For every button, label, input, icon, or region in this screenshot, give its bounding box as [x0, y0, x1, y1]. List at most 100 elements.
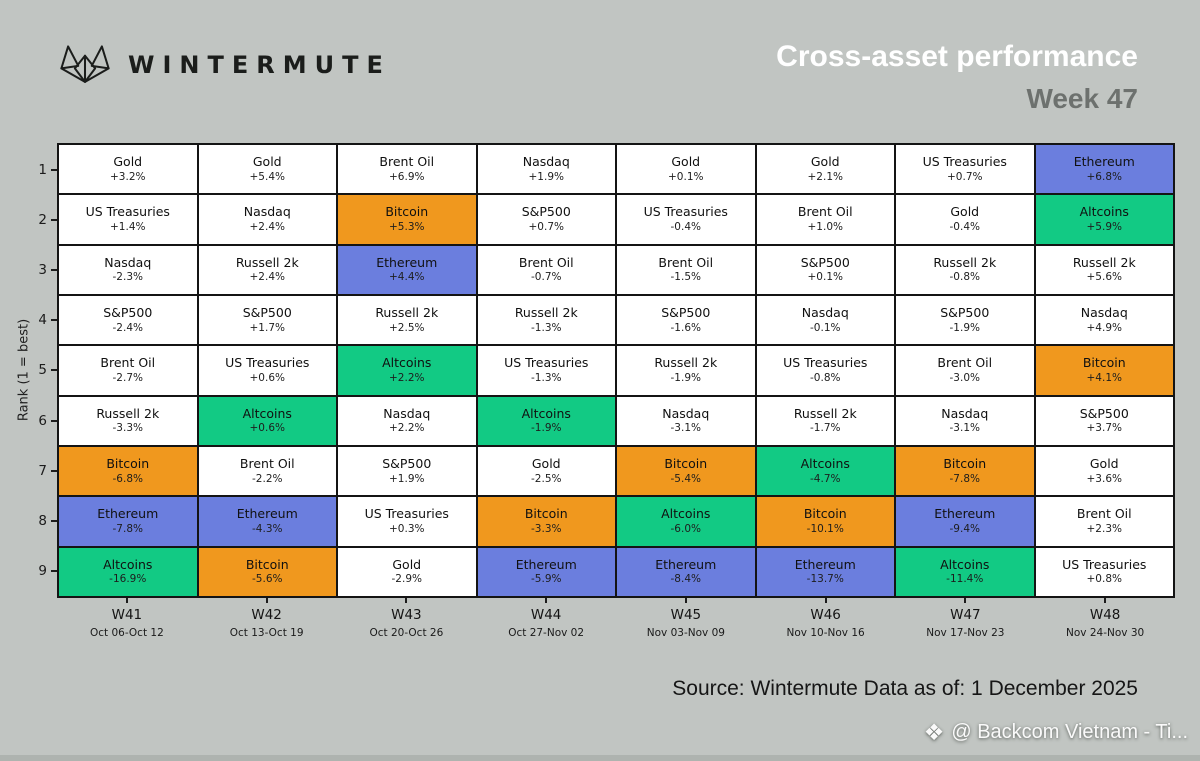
tick-mark [265, 598, 268, 603]
asset-name: Ethereum [376, 254, 438, 270]
grid-cell: Nasdaq +4.9% [1035, 295, 1173, 345]
asset-name: Gold [113, 154, 143, 170]
asset-return: -1.9% [949, 321, 980, 334]
grid-cell: US Treasuries +0.7% [896, 145, 1034, 194]
asset-return: -3.0% [949, 371, 980, 384]
asset-name: Ethereum [934, 506, 996, 522]
tick-mark [684, 598, 687, 603]
grid-cell: US Treasuries +0.6% [198, 346, 336, 395]
asset-name: US Treasuries [783, 355, 868, 371]
grid-cell: Bitcoin -10.1% [756, 497, 894, 546]
rank-tick: 7 [32, 446, 57, 496]
asset-name: Nasdaq [243, 204, 291, 220]
asset-return: +1.9% [528, 170, 564, 183]
asset-return: -3.1% [670, 422, 701, 435]
asset-name: Russell 2k [375, 305, 439, 321]
week-label: W42 [251, 607, 282, 623]
title-block: Cross-asset performance Week 47 [776, 40, 1138, 115]
asset-return: -1.9% [531, 422, 562, 435]
asset-name: S&P500 [521, 204, 571, 220]
asset-return: +0.8% [1086, 573, 1122, 586]
asset-return: -4.3% [252, 522, 283, 535]
x-axis-labels: W41 Oct 06-Oct 12 W42 Oct 13-Oct 19 W43 Oct 2… [57, 598, 1175, 639]
asset-return: -3.1% [949, 422, 980, 435]
asset-return: -1.9% [670, 371, 701, 384]
tick-mark [125, 598, 128, 603]
week-dates: Oct 27-Nov 02 [508, 627, 585, 639]
asset-return: +1.9% [389, 472, 425, 485]
wintermute-fox-icon [60, 45, 110, 83]
grid-cell: Ethereum -9.4% [896, 497, 1034, 546]
asset-name: Gold [252, 154, 282, 170]
asset-return: -5.4% [670, 472, 701, 485]
grid-cell: Bitcoin -3.3% [477, 497, 615, 546]
asset-name: Altcoins [382, 355, 432, 371]
asset-name: Altcoins [800, 456, 850, 472]
grid-cell: S&P500 -1.9% [896, 295, 1034, 345]
asset-return: +0.6% [249, 422, 285, 435]
asset-return: +5.9% [1086, 220, 1122, 233]
asset-return: -1.6% [670, 321, 701, 334]
asset-name: Altcoins [242, 405, 292, 421]
asset-name: Bitcoin [524, 506, 568, 522]
week-label: W45 [670, 607, 702, 623]
grid-cell: S&P500 -2.4% [59, 295, 197, 345]
binance-diamond-icon: ❖ [923, 719, 945, 745]
rank-tick: 9 [32, 546, 57, 596]
asset-return: -13.7% [806, 573, 844, 586]
grid-cell: US Treasuries +0.3% [338, 497, 476, 546]
asset-name: Nasdaq [941, 405, 989, 421]
grid-cell: S&P500 +0.7% [477, 195, 615, 244]
rank-tick: 3 [32, 245, 57, 295]
grid-cell: Bitcoin -6.8% [59, 446, 197, 496]
grid-cell: Russell 2k +5.6% [1035, 245, 1173, 294]
grid-cell: US Treasuries +1.4% [59, 195, 197, 244]
grid-cell: Altcoins -6.0% [617, 497, 755, 546]
tick-mark [51, 419, 57, 422]
tick-mark [51, 519, 57, 522]
asset-return: -9.4% [949, 522, 980, 535]
rank-tick: 8 [32, 496, 57, 546]
asset-return: -0.4% [670, 220, 701, 233]
grid-cell: US Treasuries -1.3% [477, 346, 615, 395]
asset-return: -2.5% [531, 472, 562, 485]
grid-cell: Nasdaq +2.4% [198, 195, 336, 244]
asset-return: +6.8% [1086, 170, 1122, 183]
grid-cell: US Treasuries -0.4% [617, 195, 755, 244]
grid-cell: Ethereum -7.8% [59, 497, 197, 546]
asset-return: -7.8% [949, 472, 980, 485]
grid-cell: Gold -2.5% [477, 446, 615, 496]
grid-cell: Gold +3.2% [59, 145, 197, 194]
asset-return: -0.8% [949, 271, 980, 284]
asset-return: +5.4% [249, 170, 285, 183]
grid-cell: Altcoins +0.6% [198, 396, 336, 445]
week-tick: W44 Oct 27-Nov 02 [476, 598, 616, 639]
asset-return: -4.7% [810, 472, 841, 485]
rank-tick: 2 [32, 195, 57, 245]
asset-name: US Treasuries [225, 355, 310, 371]
asset-name: Nasdaq [383, 405, 431, 421]
asset-return: +3.2% [110, 170, 146, 183]
asset-name: S&P500 [940, 305, 990, 321]
grid-cell: Brent Oil -2.2% [198, 446, 336, 496]
grid-cell: Russell 2k -1.3% [477, 295, 615, 345]
week-tick: W45 Nov 03-Nov 09 [616, 598, 756, 639]
grid-cell: Bitcoin +4.1% [1035, 346, 1173, 395]
rank-tick: 1 [32, 145, 57, 195]
asset-name: Russell 2k [514, 305, 578, 321]
watermark-text: @ Backcom Vietnam - Ti... [951, 721, 1188, 743]
week-dates: Oct 20-Oct 26 [369, 627, 444, 639]
asset-name: S&P500 [800, 254, 850, 270]
brand-name: WINTERMUTE [128, 51, 391, 79]
asset-return: -6.0% [670, 522, 701, 535]
grid-cell: Brent Oil +2.3% [1035, 497, 1173, 546]
grid-cell: Nasdaq +1.9% [477, 145, 615, 194]
asset-return: +5.3% [389, 220, 425, 233]
y-axis-label: Rank (1 = best) [16, 318, 32, 422]
grid-cell: Nasdaq -2.3% [59, 245, 197, 294]
asset-return: -1.3% [531, 371, 562, 384]
asset-name: S&P500 [661, 305, 711, 321]
grid-cell: Brent Oil +1.0% [756, 195, 894, 244]
asset-return: +0.3% [389, 522, 425, 535]
chart-title: Cross-asset performance [776, 40, 1138, 73]
